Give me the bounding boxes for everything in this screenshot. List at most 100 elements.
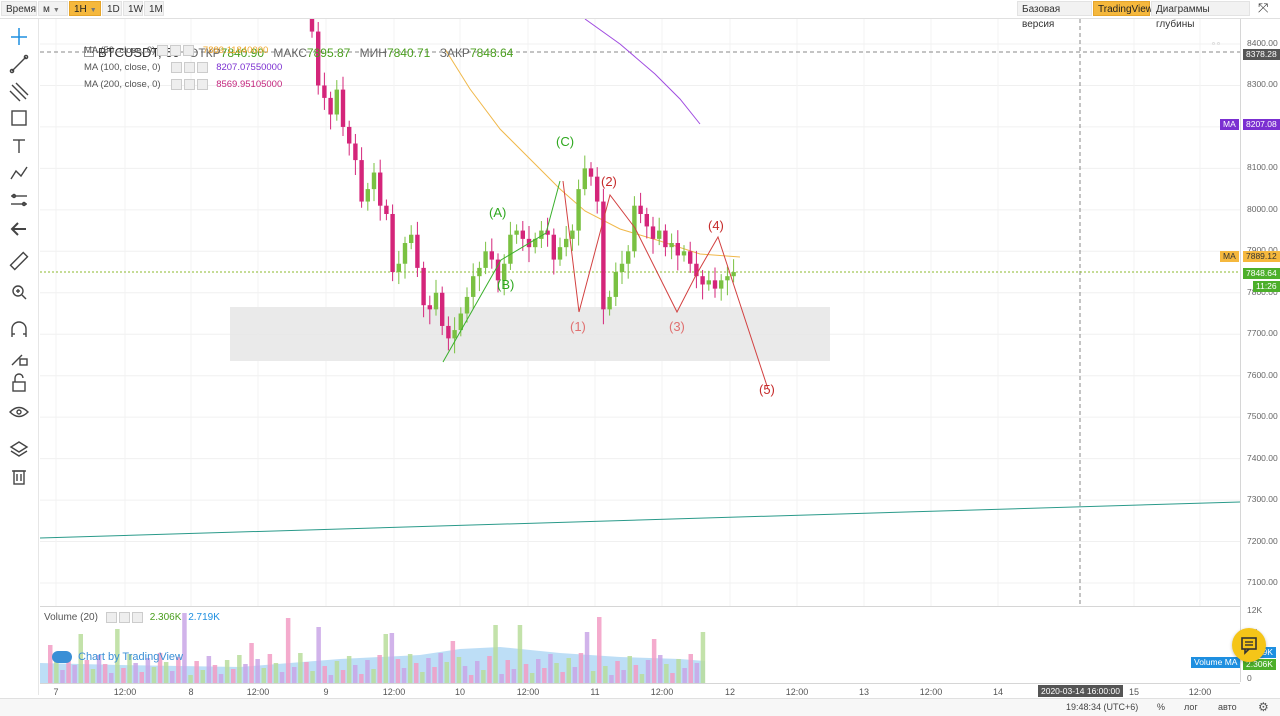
view-depth[interactable]: Диаграммы глубины: [1151, 1, 1250, 30]
volume-bar: [200, 670, 205, 683]
wave-label-a: (A): [489, 205, 507, 220]
volume-bar: [487, 656, 492, 683]
candle-body: [390, 213, 395, 273]
ma-100-line: [584, 19, 701, 125]
prediction-icon[interactable]: [11, 193, 27, 207]
gear-icon[interactable]: [118, 612, 130, 623]
price-axis-label: 8000.00: [1247, 203, 1278, 214]
volume-bar: [346, 656, 352, 683]
eye-icon[interactable]: [170, 79, 182, 90]
pane-controls[interactable]: ▫ ▫: [1212, 39, 1220, 48]
log-toggle[interactable]: лог: [1184, 702, 1198, 712]
unit-select[interactable]: м ▼: [38, 1, 68, 16]
close-icon[interactable]: [196, 62, 208, 73]
candle-body: [725, 276, 730, 281]
eye-icon[interactable]: [9, 406, 29, 418]
candle-body: [613, 272, 618, 297]
price-axis-label: 7300.00: [1247, 494, 1278, 505]
volume-bar: [334, 661, 340, 683]
candle-body: [495, 259, 501, 281]
magnet-icon[interactable]: [11, 321, 27, 337]
wave-label-2: (2): [601, 174, 617, 189]
volume-pane[interactable]: [40, 606, 1240, 683]
pattern-icon[interactable]: [10, 166, 28, 180]
volume-bar: [468, 675, 474, 683]
collapse-icon[interactable]: [84, 47, 94, 57]
trend-line-icon[interactable]: [9, 54, 29, 74]
candle-body: [700, 276, 705, 285]
close-icon[interactable]: [131, 612, 143, 623]
volume-bar: [151, 667, 157, 683]
ruler-icon[interactable]: [9, 251, 29, 271]
lock-drawing-icon[interactable]: [11, 354, 28, 366]
candle-body: [365, 189, 370, 202]
candle-body: [626, 251, 631, 264]
ma100-price-tag: 8207.08: [1243, 119, 1280, 130]
view-tradingview[interactable]: TradingView: [1093, 1, 1153, 16]
zoom-in-icon[interactable]: [12, 285, 27, 300]
trash-icon[interactable]: [12, 470, 26, 485]
back-arrow-icon[interactable]: [10, 222, 26, 236]
percent-toggle[interactable]: %: [1157, 702, 1166, 712]
pitchfork-icon[interactable]: [9, 82, 29, 102]
candle-body: [347, 126, 352, 144]
rectangle-icon[interactable]: [11, 110, 27, 126]
eye-icon[interactable]: [105, 612, 117, 623]
price-axis-label: 8300.00: [1247, 79, 1278, 90]
interval-1d[interactable]: 1D: [102, 1, 122, 16]
volume-bar: [157, 653, 163, 683]
time-axis-label: 12:00: [246, 687, 270, 697]
view-basic[interactable]: Базовая версия: [1017, 1, 1092, 30]
candle-body: [564, 238, 569, 248]
fullscreen-icon[interactable]: ⤧: [1258, 0, 1269, 15]
gear-icon[interactable]: [183, 79, 195, 90]
candle-body: [607, 296, 612, 310]
candle-body: [415, 234, 420, 268]
price-axis-label: 7700.00: [1247, 328, 1278, 339]
price-axis[interactable]: 8400.008300.008200.008100.008000.007900.…: [1191, 19, 1280, 683]
ma-100-legend: MA (100, close, 0) 8207.07550000: [84, 62, 283, 74]
auto-toggle[interactable]: авто: [1218, 702, 1237, 712]
gear-icon[interactable]: ⚙: [1258, 700, 1269, 714]
time-axis[interactable]: 7 12:00 8 12:00 9 12:00 10 12:00 11 12:00 12 12:00 1…: [40, 683, 1240, 699]
candle-body: [371, 172, 377, 190]
candle-body: [359, 160, 364, 202]
volume-bar: [505, 660, 510, 683]
volume-bar: [688, 654, 693, 683]
volume-bar: [365, 660, 370, 683]
candle-body: [551, 234, 556, 260]
volume-bar: [298, 653, 303, 683]
close-icon[interactable]: [183, 45, 195, 56]
volume-bar: [389, 633, 395, 683]
volume-value-tag: 2.306K: [1243, 659, 1276, 670]
close-icon[interactable]: [196, 79, 208, 90]
eye-icon[interactable]: [170, 62, 182, 73]
candle-body: [588, 168, 594, 177]
interval-1w[interactable]: 1W: [123, 1, 143, 16]
time-axis-label: 13: [858, 687, 870, 697]
volume-bar: [542, 668, 547, 683]
volume-bar: [609, 675, 614, 683]
lock-icon[interactable]: [12, 373, 26, 392]
layers-icon[interactable]: [9, 441, 29, 457]
volume-bar: [170, 671, 175, 683]
volume-bar: [481, 670, 486, 683]
green-wave-line: [442, 180, 561, 363]
volume-bar: [377, 655, 382, 683]
interval-1h[interactable]: 1H ▼: [69, 1, 101, 16]
text-icon[interactable]: [13, 139, 25, 153]
volume-bar: [651, 639, 657, 683]
volume-bar: [267, 654, 273, 683]
gear-icon[interactable]: [170, 45, 182, 56]
tradingview-logo-icon: [52, 651, 72, 664]
volume-bar: [218, 674, 224, 683]
eye-icon[interactable]: [157, 45, 169, 56]
interval-1m[interactable]: 1M: [144, 1, 164, 16]
volume-bar: [682, 668, 687, 683]
crosshair-icon[interactable]: [11, 28, 27, 45]
gear-icon[interactable]: [183, 62, 195, 73]
price-chart[interactable]: BTCUSDT, 60 ОТКР7840.90 МАКС7895.87 МИН7…: [40, 19, 1240, 606]
tradingview-watermark[interactable]: Chart by TradingView: [52, 651, 183, 664]
volume-bar: [676, 659, 681, 683]
chat-button[interactable]: [1232, 628, 1266, 662]
